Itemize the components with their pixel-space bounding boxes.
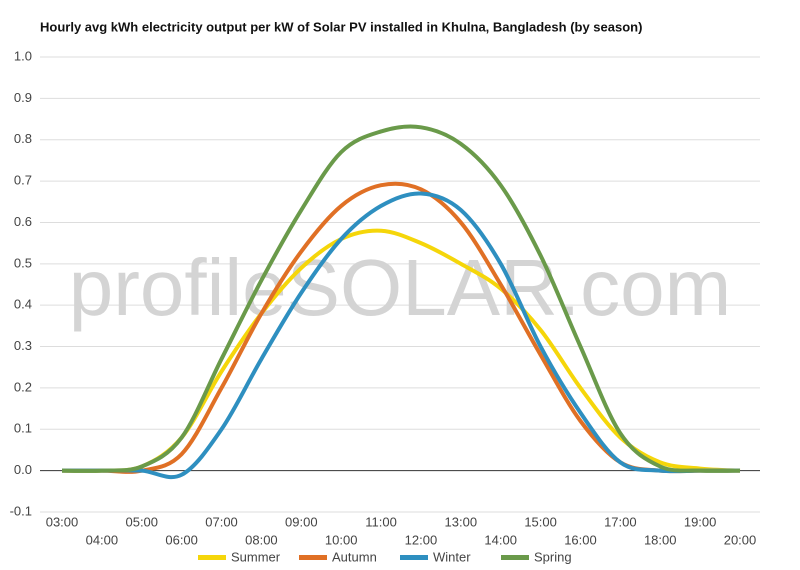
x-tick-label: 04:00 [86, 532, 119, 547]
x-tick-label: 19:00 [684, 514, 717, 529]
y-tick-label: 0.4 [14, 297, 32, 312]
legend-swatch [501, 555, 529, 560]
x-tick-label: 08:00 [245, 532, 278, 547]
x-tick-label: 09:00 [285, 514, 318, 529]
x-tick-label: 12:00 [405, 532, 438, 547]
y-tick-label: 0.8 [14, 131, 32, 146]
series-line [61, 124, 741, 473]
x-tick-label: 03:00 [46, 514, 79, 529]
y-tick-label: 0.7 [14, 173, 32, 188]
y-tick-label: 0.6 [14, 214, 32, 229]
legend-label: Summer [231, 549, 281, 564]
legend-label: Autumn [332, 549, 377, 564]
y-tick-label: 0.2 [14, 379, 32, 394]
series-line [61, 191, 740, 480]
chart-title: Hourly avg kWh electricity output per kW… [40, 19, 642, 34]
x-tick-label: 06:00 [165, 532, 198, 547]
x-tick-label: 10:00 [325, 532, 358, 547]
x-tick-label: 20:00 [724, 532, 757, 547]
legend-label: Spring [534, 549, 572, 564]
x-tick-label: 18:00 [644, 532, 677, 547]
y-tick-label: 0.9 [14, 90, 32, 105]
x-tick-label: 16:00 [564, 532, 597, 547]
legend-swatch [198, 555, 226, 560]
y-tick-label: 1.0 [14, 48, 32, 63]
legend-swatch [400, 555, 428, 560]
x-tick-label: 17:00 [604, 514, 637, 529]
x-tick-label: 14:00 [484, 532, 517, 547]
y-tick-label: 0.0 [14, 462, 32, 477]
y-tick-label: 0.1 [14, 421, 32, 436]
y-tick-label: 0.5 [14, 255, 32, 270]
x-tick-label: 07:00 [205, 514, 238, 529]
legend-label: Winter [433, 549, 471, 564]
x-tick-label: 11:00 [365, 514, 397, 529]
watermark: profileSOLAR.com [69, 243, 731, 332]
y-tick-label: -0.1 [10, 503, 32, 518]
x-tick-label: 05:00 [125, 514, 158, 529]
y-tick-label: 0.3 [14, 338, 32, 353]
x-tick-label: 13:00 [445, 514, 478, 529]
x-tick-label: 15:00 [524, 514, 557, 529]
legend-swatch [299, 555, 327, 560]
